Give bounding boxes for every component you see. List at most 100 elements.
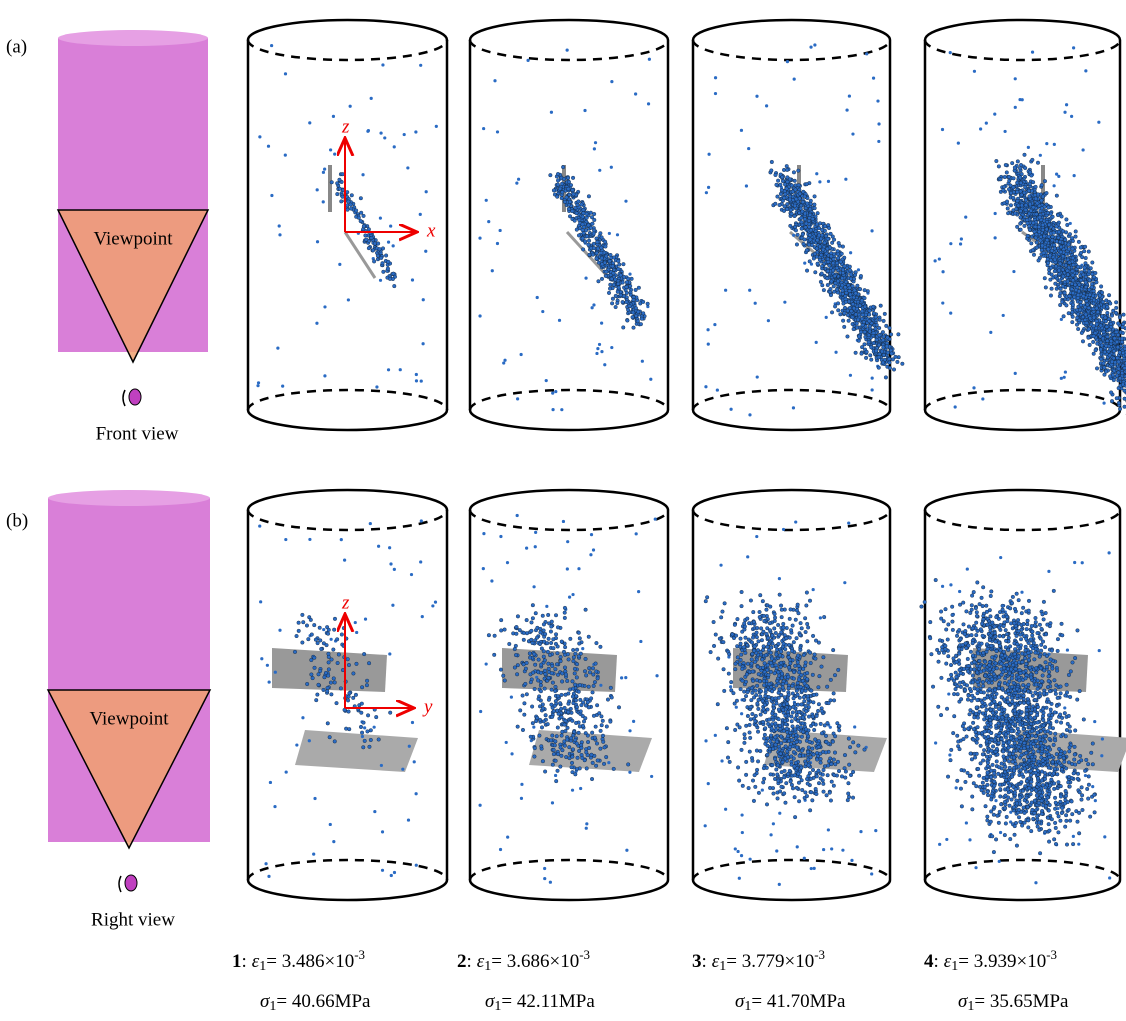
particle — [729, 685, 732, 688]
particle — [854, 313, 858, 317]
particle — [1016, 160, 1020, 164]
particle — [366, 730, 370, 734]
particle — [525, 661, 529, 665]
particle — [558, 701, 562, 705]
particle — [413, 760, 416, 763]
particle — [570, 761, 574, 765]
particle — [369, 729, 373, 733]
particle — [1041, 228, 1045, 232]
particle — [377, 545, 380, 548]
particle — [587, 635, 591, 639]
particle — [835, 288, 839, 292]
particle — [736, 850, 739, 853]
particle — [600, 350, 603, 353]
particle — [496, 130, 499, 133]
particle — [577, 218, 581, 222]
particle — [529, 680, 533, 684]
particle — [587, 685, 591, 689]
particle — [1099, 348, 1103, 352]
particle — [863, 343, 867, 347]
particle — [347, 695, 351, 699]
particle — [313, 797, 316, 800]
particle — [336, 661, 340, 665]
cylinder-hidden-edge — [470, 40, 668, 60]
particle — [851, 741, 855, 745]
particle — [1073, 283, 1077, 287]
particle — [805, 591, 809, 595]
particle — [559, 659, 563, 663]
particle — [1005, 171, 1009, 175]
particle — [1028, 195, 1032, 199]
particle — [301, 620, 305, 624]
particle — [1121, 331, 1125, 335]
particle — [1010, 161, 1014, 165]
particle — [538, 734, 542, 738]
particle — [1117, 360, 1121, 364]
particle — [1062, 314, 1066, 318]
particle — [592, 673, 596, 677]
particle — [625, 280, 629, 284]
particle — [748, 413, 751, 416]
particle — [337, 653, 341, 657]
particle — [783, 769, 787, 773]
particle — [327, 655, 331, 659]
particle — [572, 655, 576, 659]
particle — [815, 172, 818, 175]
particle — [881, 338, 885, 342]
particle — [1018, 98, 1021, 101]
particle — [550, 620, 554, 624]
particle — [813, 206, 817, 210]
particle — [798, 192, 802, 196]
particle — [848, 306, 852, 310]
particle — [284, 154, 287, 157]
particle — [388, 711, 392, 715]
particle — [780, 175, 784, 179]
particle — [566, 726, 570, 730]
particle — [1031, 248, 1035, 252]
particle — [1032, 206, 1036, 210]
particle — [856, 318, 860, 322]
particle — [1095, 319, 1099, 323]
particle — [712, 620, 716, 624]
particle — [801, 210, 805, 214]
particle — [538, 705, 542, 709]
cylinder — [693, 490, 890, 900]
particle — [618, 263, 622, 267]
particle — [1006, 207, 1010, 211]
particle — [1099, 335, 1103, 339]
particle — [556, 651, 560, 655]
particle — [646, 302, 650, 306]
particle — [600, 322, 603, 325]
particle — [581, 248, 585, 252]
particle — [1064, 264, 1068, 268]
particle — [714, 92, 717, 95]
particle — [540, 726, 544, 730]
particle — [628, 304, 632, 308]
particle — [552, 748, 556, 752]
particle — [626, 319, 630, 323]
particle — [499, 668, 503, 672]
particle — [532, 726, 535, 729]
particle — [790, 783, 794, 787]
particle — [616, 282, 620, 286]
particle — [598, 169, 601, 172]
particle — [1118, 376, 1122, 380]
particle — [874, 327, 878, 331]
particle — [810, 867, 813, 870]
particle — [1076, 327, 1080, 331]
particle — [833, 762, 837, 766]
particle — [1031, 221, 1035, 225]
particle — [844, 280, 848, 284]
particle — [327, 668, 331, 672]
particle — [842, 325, 846, 329]
particle — [545, 379, 548, 382]
particle — [1005, 200, 1009, 204]
particle — [594, 662, 598, 666]
particle — [796, 845, 799, 848]
particle — [849, 273, 853, 277]
particle — [576, 756, 580, 760]
eye — [125, 875, 137, 891]
particle — [859, 330, 863, 334]
particle — [655, 674, 658, 677]
particle — [877, 366, 881, 370]
